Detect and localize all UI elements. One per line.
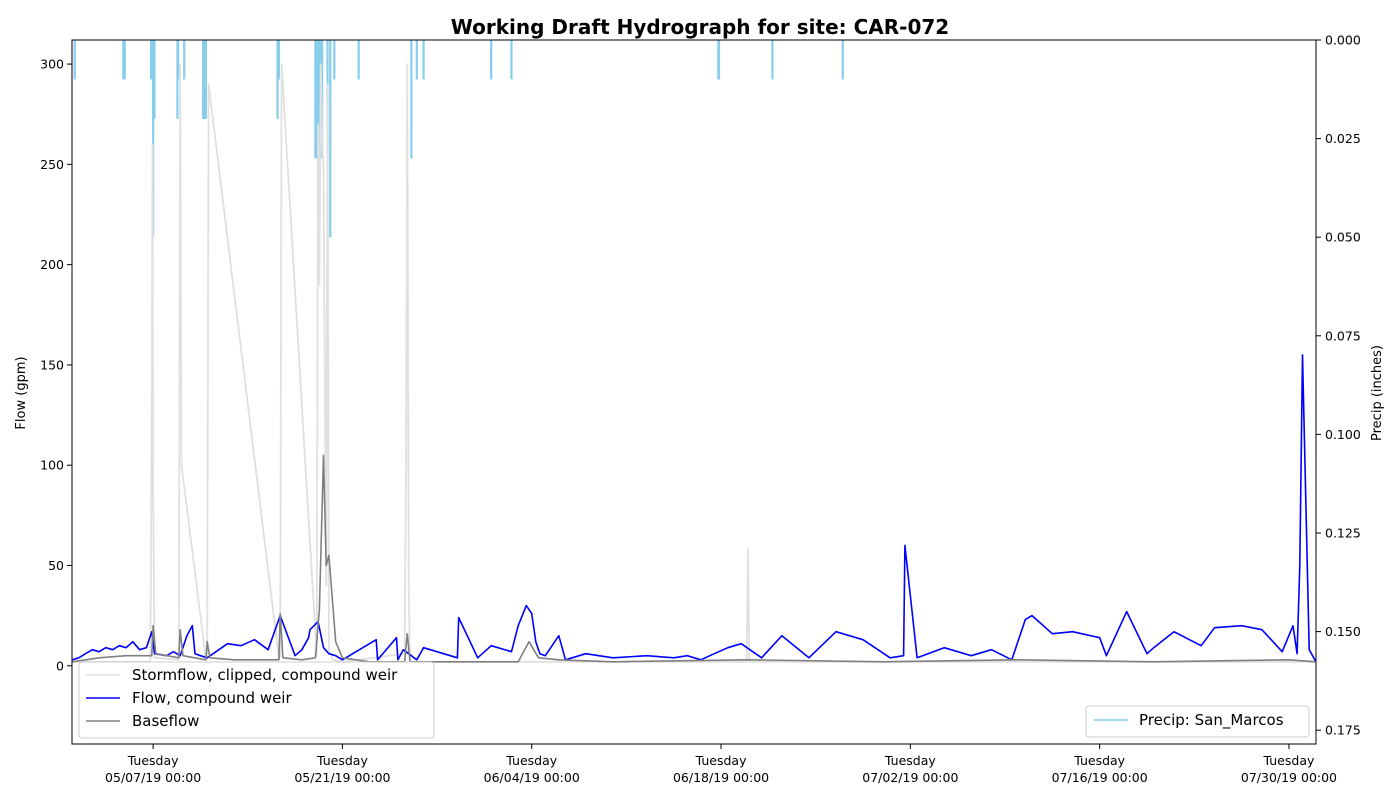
y-axis-label: Flow (gpm) xyxy=(14,356,29,429)
y-tick-label: 150 xyxy=(40,357,64,372)
legend-flow-box xyxy=(78,661,435,739)
x-tick-date: 06/18/19 00:00 xyxy=(673,770,769,785)
x-tick-date: 07/16/19 00:00 xyxy=(1052,770,1148,785)
y2-tick-label: 0.025 xyxy=(1325,131,1361,146)
baseflow-line xyxy=(72,454,1316,663)
y2-axis: 0.000 0.025 0.050 0.075 0.100 0.125 0.150 0.175 xyxy=(1316,33,1361,738)
y-tick-label: 100 xyxy=(40,458,64,473)
chart-title: Working Draft Hydrograph for site: CAR-0… xyxy=(451,15,949,39)
y2-tick-label: 0.150 xyxy=(1325,624,1361,639)
x-tick-date: 05/21/19 00:00 xyxy=(294,770,390,785)
y-axis: 0 50 100 150 200 250 300 xyxy=(40,57,72,673)
x-tick-day: Tuesday xyxy=(1073,753,1125,768)
plot-frame xyxy=(71,39,1317,745)
x-tick-date: 06/04/19 00:00 xyxy=(484,770,580,785)
y-tick-label: 0 xyxy=(56,658,64,673)
x-tick-day: Tuesday xyxy=(1263,753,1315,768)
y-tick-label: 200 xyxy=(40,257,64,272)
flow-series xyxy=(72,63,1316,663)
legend-flow: Stormflow, clipped, compound weir Flow, … xyxy=(78,661,435,739)
x-axis: Tuesday 05/07/19 00:00 Tuesday 05/21/19 00:… xyxy=(105,744,1337,785)
x-tick-day: Tuesday xyxy=(884,753,936,768)
x-tick-day: Tuesday xyxy=(127,753,179,768)
y-tick-label: 50 xyxy=(48,558,64,573)
y2-tick-label: 0.100 xyxy=(1325,427,1361,442)
y2-axis-label: Precip (inches) xyxy=(1370,345,1385,441)
legend-precip-box xyxy=(1085,705,1310,738)
y2-tick-label: 0.075 xyxy=(1325,328,1361,343)
x-tick-day: Tuesday xyxy=(316,753,368,768)
flow-line xyxy=(72,354,1316,663)
legend-label-baseflow: Baseflow xyxy=(132,712,199,730)
x-tick-date: 07/02/19 00:00 xyxy=(862,770,958,785)
y2-tick-label: 0.050 xyxy=(1325,230,1361,245)
y-tick-label: 300 xyxy=(40,57,64,72)
stormflow-line xyxy=(74,63,1316,663)
legend-label-stormflow: Stormflow, clipped, compound weir xyxy=(132,666,398,684)
legend-label-flow: Flow, compound weir xyxy=(132,689,292,707)
x-tick-day: Tuesday xyxy=(505,753,557,768)
x-tick-day: Tuesday xyxy=(695,753,747,768)
y2-tick-label: 0.000 xyxy=(1325,33,1361,48)
legend-label-precip: Precip: San_Marcos xyxy=(1139,711,1284,730)
y2-tick-label: 0.125 xyxy=(1325,525,1361,540)
x-tick-date: 07/30/19 00:00 xyxy=(1241,770,1337,785)
y-tick-label: 250 xyxy=(40,157,64,172)
y2-tick-label: 0.175 xyxy=(1325,723,1361,738)
x-tick-date: 05/07/19 00:00 xyxy=(105,770,201,785)
legend-precip: Precip: San_Marcos xyxy=(1085,705,1310,738)
